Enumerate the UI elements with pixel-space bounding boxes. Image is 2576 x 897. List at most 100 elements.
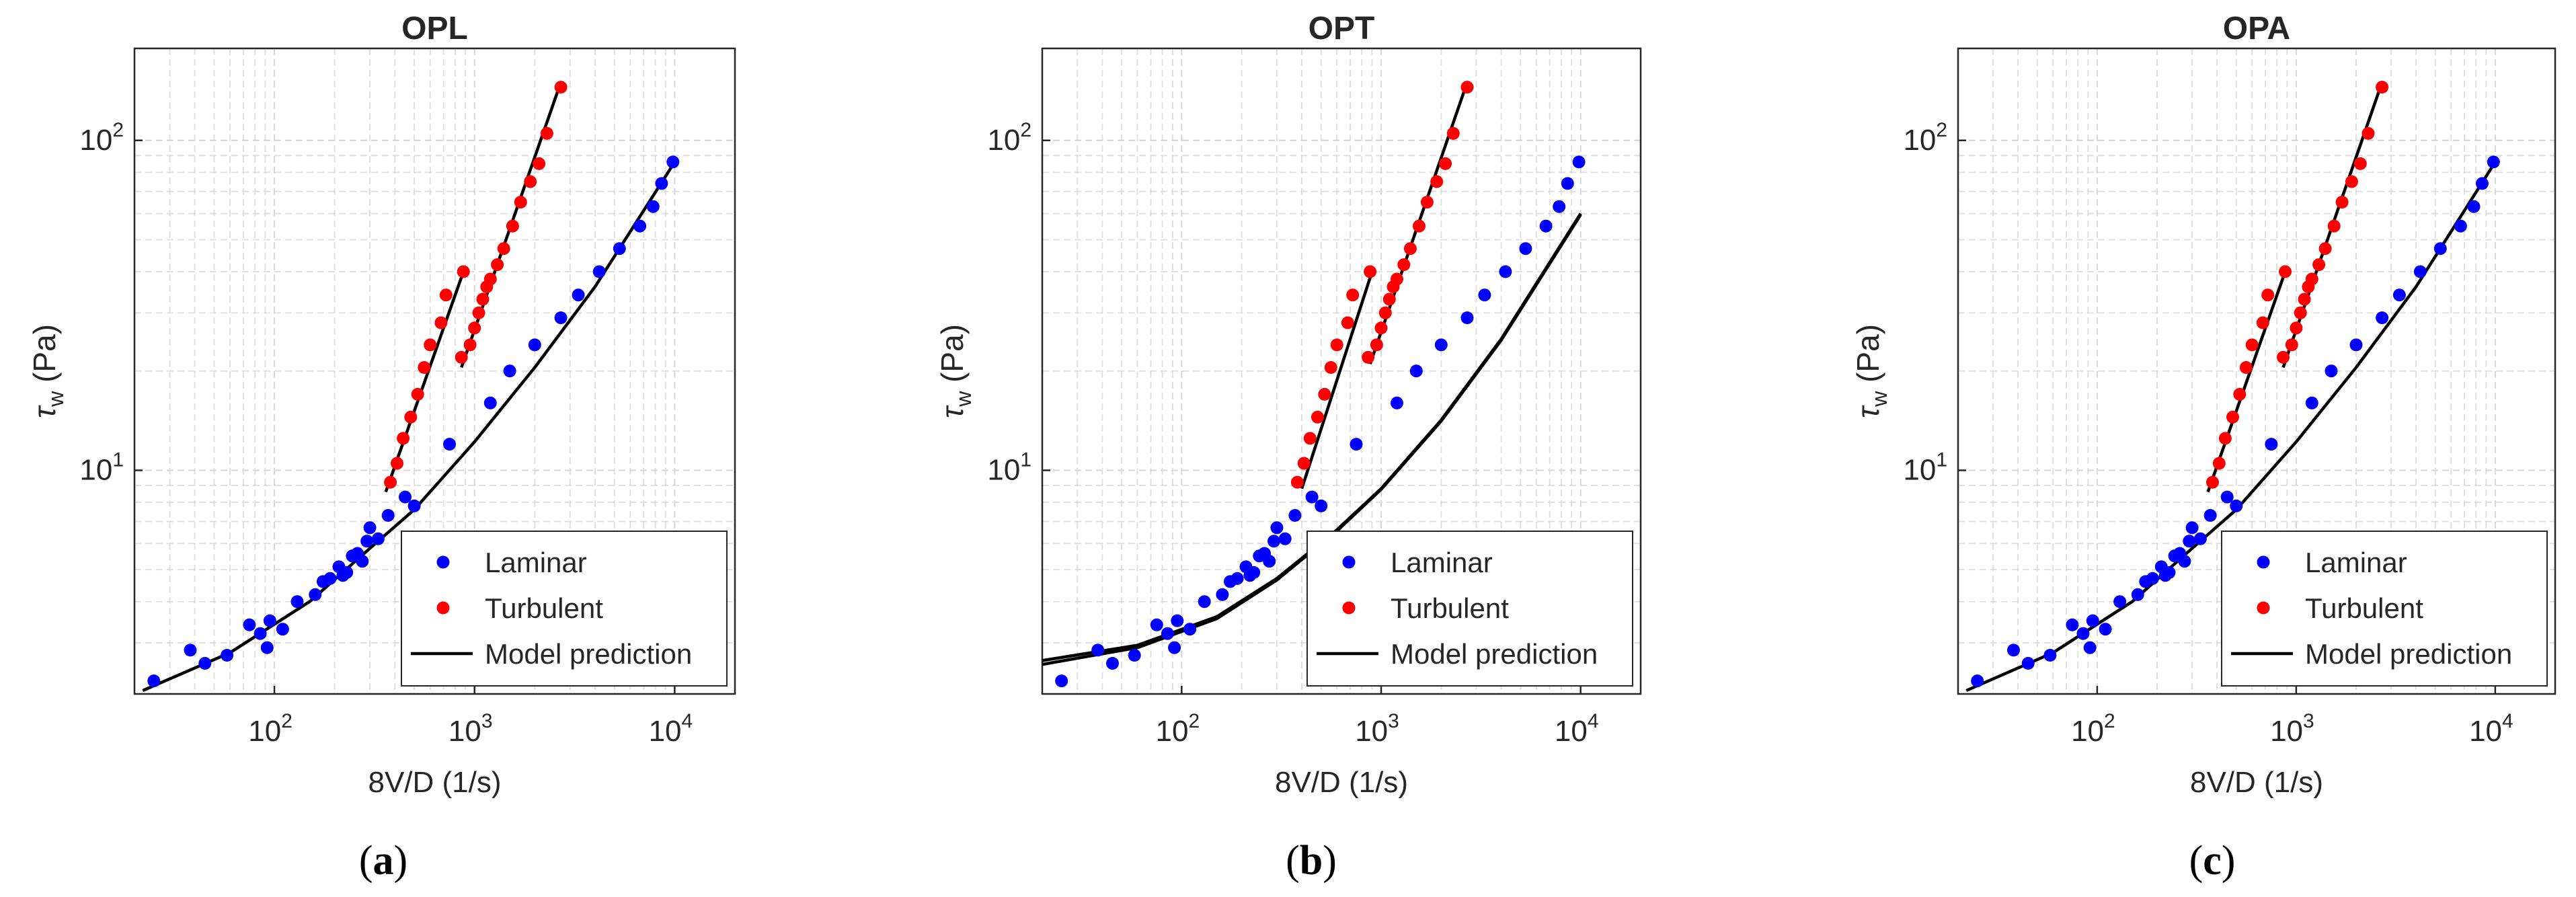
x-tick-label: 104	[1555, 710, 1599, 748]
laminar-point	[2325, 364, 2338, 378]
legend-label: Laminar	[485, 547, 587, 578]
legend-marker	[2257, 601, 2270, 615]
turbulent-point	[1362, 350, 1375, 364]
laminar-point	[646, 200, 660, 213]
turbulent-point	[533, 157, 546, 170]
laminar-point	[2193, 532, 2207, 545]
x-tick-base: 10	[2270, 715, 2303, 748]
turbulent-point	[2239, 361, 2253, 374]
x-tick-label: 102	[2071, 710, 2115, 748]
laminar-point	[184, 644, 197, 657]
turbulent-point	[2294, 306, 2307, 319]
turbulent-point	[554, 81, 568, 94]
laminar-point	[221, 649, 234, 662]
x-tick-base: 10	[2469, 715, 2502, 748]
y-label-subscript: w	[1867, 391, 1891, 407]
laminar-point	[1434, 338, 1448, 352]
turbulent-point	[472, 306, 485, 319]
legend-box	[401, 531, 728, 687]
x-tick-base: 10	[448, 715, 481, 748]
laminar-point	[2392, 288, 2406, 302]
turbulent-point	[491, 258, 504, 272]
laminar-point	[1409, 364, 1423, 378]
turbulent-point	[434, 316, 448, 329]
turbulent-point	[404, 410, 418, 424]
y-tick-label: 102	[1903, 119, 1947, 157]
turbulent-point	[418, 361, 431, 374]
turbulent-point	[483, 272, 497, 286]
y-tick-label: 102	[79, 119, 124, 157]
turbulent-point	[2285, 338, 2298, 352]
laminar-point	[2454, 219, 2467, 233]
y-axis-label: τw (Pa)	[1850, 324, 1891, 418]
laminar-point	[1247, 566, 1261, 579]
axes-box	[133, 47, 736, 695]
legend-box	[2221, 531, 2548, 687]
laminar-point	[2086, 614, 2099, 627]
x-tick-label: 102	[1156, 710, 1200, 748]
laminar-point	[1161, 627, 1174, 640]
laminar-point	[1270, 521, 1284, 535]
laminar-point	[2021, 657, 2035, 670]
series-turbulent	[1290, 81, 1474, 489]
laminar-point	[2305, 396, 2318, 410]
y-label-subscript: w	[44, 391, 68, 407]
panel-label-letter: b	[1300, 838, 1323, 884]
turbulent-point	[2376, 81, 2389, 94]
x-tick-exponent: 4	[1588, 710, 1599, 732]
turbulent-point	[2206, 475, 2219, 489]
turbulent-point	[2279, 265, 2292, 278]
laminar-point	[528, 338, 541, 352]
panel-label-letter: c	[2203, 838, 2222, 884]
y-tick-exponent: 1	[1020, 448, 1031, 471]
laminar-point	[1278, 532, 1292, 545]
turbulent-point	[384, 475, 397, 489]
turbulent-point	[439, 288, 453, 302]
x-tick-exponent: 3	[2303, 710, 2314, 732]
y-label-unit: (Pa)	[935, 324, 970, 391]
laminar-point	[2131, 588, 2144, 601]
y-tick-base: 10	[79, 124, 112, 157]
laminar-point	[613, 242, 626, 256]
x-tick-label: 103	[2270, 710, 2314, 748]
legend: Laminar Turbulent Model prediction	[1306, 531, 1633, 687]
laminar-point	[407, 499, 421, 512]
laminar-point	[1519, 242, 1532, 256]
model-line	[384, 271, 465, 493]
laminar-point	[399, 490, 412, 504]
turbulent-point	[2233, 387, 2247, 401]
turbulent-point	[1297, 457, 1311, 470]
y-tick-exponent: 2	[1936, 119, 1947, 141]
legend-marker	[436, 555, 450, 569]
legend-box	[1306, 531, 1633, 687]
turbulent-point	[391, 457, 403, 470]
x-tick-exponent: 2	[281, 710, 292, 732]
laminar-point	[198, 657, 212, 670]
laminar-point	[2476, 177, 2489, 190]
turbulent-point	[2335, 196, 2349, 209]
legend-label: Turbulent	[2305, 592, 2423, 624]
x-tick-label: 104	[649, 710, 693, 748]
legend: Laminar Turbulent Model prediction	[2221, 531, 2548, 687]
y-label-unit: (Pa)	[1850, 324, 1885, 391]
laminar-point	[2113, 595, 2127, 609]
laminar-point	[1216, 588, 1229, 601]
x-tick-exponent: 2	[2104, 710, 2115, 732]
laminar-point	[2433, 242, 2447, 256]
turbulent-point	[476, 292, 490, 306]
series-laminar	[1971, 155, 2500, 688]
laminar-point	[1168, 641, 1181, 654]
laminar-point	[381, 509, 395, 522]
turbulent-point	[540, 126, 553, 140]
turbulent-point	[468, 321, 481, 335]
laminar-point	[1539, 219, 1553, 233]
legend-marker	[2257, 555, 2270, 569]
laminar-point	[554, 311, 568, 325]
x-tick-base: 10	[1555, 715, 1588, 748]
turbulent-point	[2362, 126, 2375, 140]
laminar-point	[2203, 509, 2217, 522]
laminar-point	[443, 438, 456, 451]
turbulent-point	[2226, 410, 2239, 424]
